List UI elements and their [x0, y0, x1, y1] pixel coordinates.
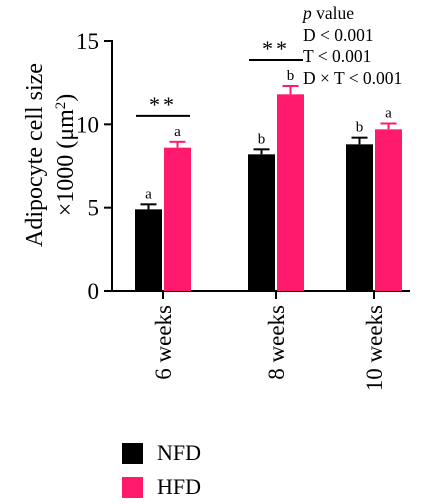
y-tick-label-10: 10 — [76, 112, 99, 137]
y-tick-label-5: 5 — [88, 196, 100, 221]
bar-nfd-0 — [135, 209, 162, 291]
stats-line-diet: D < 0.001 — [303, 24, 374, 45]
significance-label-1: ** — [262, 36, 290, 61]
legend-label-hfd: HFD — [157, 474, 202, 499]
letter-label-nfd-1: b — [258, 131, 266, 147]
bar-hfd-1 — [277, 94, 304, 291]
stats-line-time: T < 0.001 — [303, 46, 372, 66]
legend-label-nfd: NFD — [157, 440, 202, 465]
stats-p-symbol: p — [303, 3, 312, 23]
significance-label-0: ** — [149, 92, 177, 117]
y-tick-label-15: 15 — [76, 29, 99, 54]
legend-item-nfd: NFD — [122, 436, 201, 470]
x-tick-label-1: 8 weeks — [264, 305, 289, 380]
annotations: a b b a b a ** ** — [136, 36, 392, 202]
legend-swatch-nfd — [122, 442, 143, 464]
legend-swatch-hfd — [122, 476, 143, 498]
stats-line-interaction: D × T < 0.001 — [303, 67, 403, 88]
bars — [135, 85, 402, 291]
y-tick-label-0: 0 — [88, 279, 100, 304]
stats-header-rest: value — [311, 3, 355, 23]
legend: NFD HFD — [122, 436, 201, 504]
x-tick-label-0: 6 weeks — [151, 305, 176, 380]
bar-nfd-2 — [346, 144, 373, 291]
axes: 0 5 10 15 6 weeks 8 weeks 10 weeks — [76, 29, 410, 391]
statistics-box: p value D < 0.001 T < 0.001 D × T < 0.00… — [303, 3, 402, 89]
stats-header: p value — [303, 3, 402, 25]
y-axis-label-line1: Adipocyte cell size — [22, 63, 48, 247]
bar-nfd-1 — [248, 154, 275, 291]
letter-label-hfd-1: b — [287, 68, 295, 84]
letter-label-hfd-0: a — [174, 124, 181, 140]
y-axis-label-line2: ×1000 (μm2) — [53, 94, 79, 217]
bar-hfd-2 — [375, 129, 402, 291]
letter-label-hfd-2: a — [385, 106, 392, 122]
bar-hfd-0 — [164, 147, 191, 291]
x-tick-label-2: 10 weeks — [362, 305, 387, 391]
letter-label-nfd-2: b — [356, 120, 364, 136]
letter-label-nfd-0: a — [145, 186, 152, 202]
legend-item-hfd: HFD — [122, 470, 201, 504]
